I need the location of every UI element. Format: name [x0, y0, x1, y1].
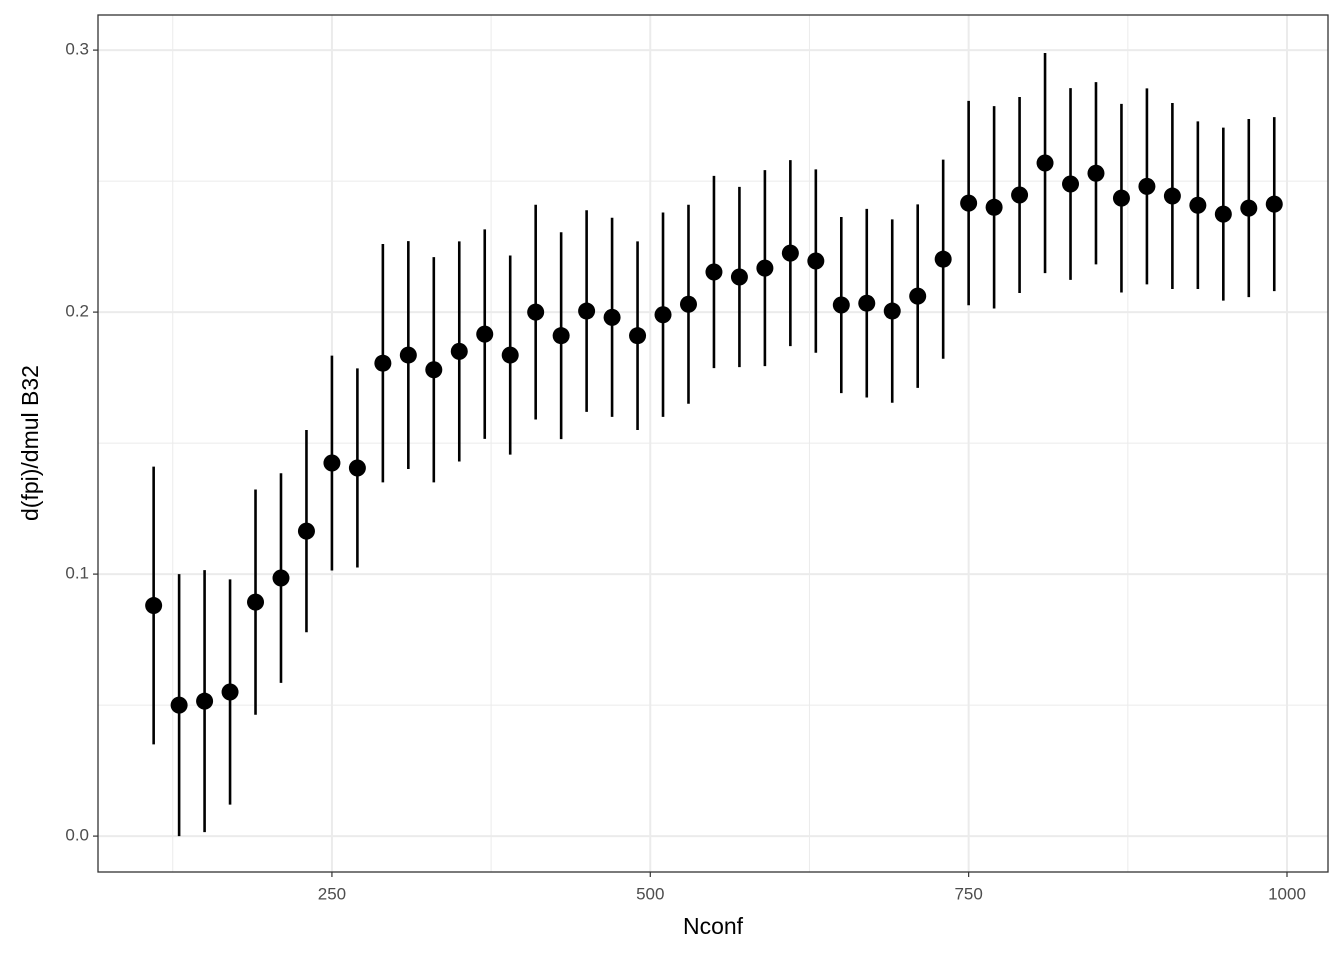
- point: [756, 259, 774, 277]
- point: [960, 194, 978, 212]
- point: [425, 361, 443, 379]
- y-tick-label: 0.3: [65, 40, 89, 59]
- point: [654, 306, 672, 324]
- point: [603, 308, 621, 326]
- point: [1214, 205, 1232, 223]
- point: [297, 522, 315, 540]
- point: [934, 250, 952, 268]
- point: [985, 198, 1003, 216]
- x-tick-label: 750: [954, 884, 982, 903]
- point: [501, 346, 519, 364]
- plot-border: [97, 14, 1329, 873]
- point: [272, 569, 290, 587]
- point: [221, 683, 239, 701]
- point: [170, 696, 188, 714]
- x-axis-title: Nconf: [683, 913, 744, 939]
- y-tick-label: 0.2: [65, 302, 89, 321]
- y-tick-label: 0.0: [65, 826, 89, 845]
- point: [247, 593, 265, 611]
- point: [1087, 164, 1105, 182]
- point: [1138, 177, 1156, 195]
- point: [578, 302, 596, 320]
- point: [629, 327, 647, 345]
- point: [1189, 196, 1207, 214]
- point: [883, 302, 901, 320]
- point: [348, 459, 366, 477]
- point: [527, 303, 545, 321]
- point: [196, 692, 214, 710]
- point: [145, 597, 163, 615]
- point: [374, 354, 392, 372]
- point: [450, 342, 468, 360]
- point: [1240, 199, 1258, 217]
- point: [1265, 195, 1283, 213]
- point: [705, 263, 723, 281]
- x-tick-label: 250: [318, 884, 346, 903]
- point: [1062, 175, 1080, 193]
- y-tick-label: 0.1: [65, 564, 89, 583]
- point: [858, 294, 876, 312]
- point: [909, 287, 927, 305]
- point: [679, 295, 697, 313]
- point: [1163, 187, 1181, 205]
- point: [730, 268, 748, 286]
- point: [1036, 154, 1054, 172]
- y-axis-title: d(fpi)/dmul B32: [17, 365, 43, 521]
- point: [323, 454, 341, 472]
- point: [476, 325, 494, 343]
- x-tick-label: 500: [636, 884, 664, 903]
- point: [807, 252, 825, 270]
- point: [399, 346, 417, 364]
- x-tick-label: 1000: [1268, 884, 1306, 903]
- point: [1011, 186, 1029, 204]
- point: [832, 296, 850, 314]
- point: [781, 244, 799, 262]
- point: [1112, 189, 1130, 207]
- point: [552, 327, 570, 345]
